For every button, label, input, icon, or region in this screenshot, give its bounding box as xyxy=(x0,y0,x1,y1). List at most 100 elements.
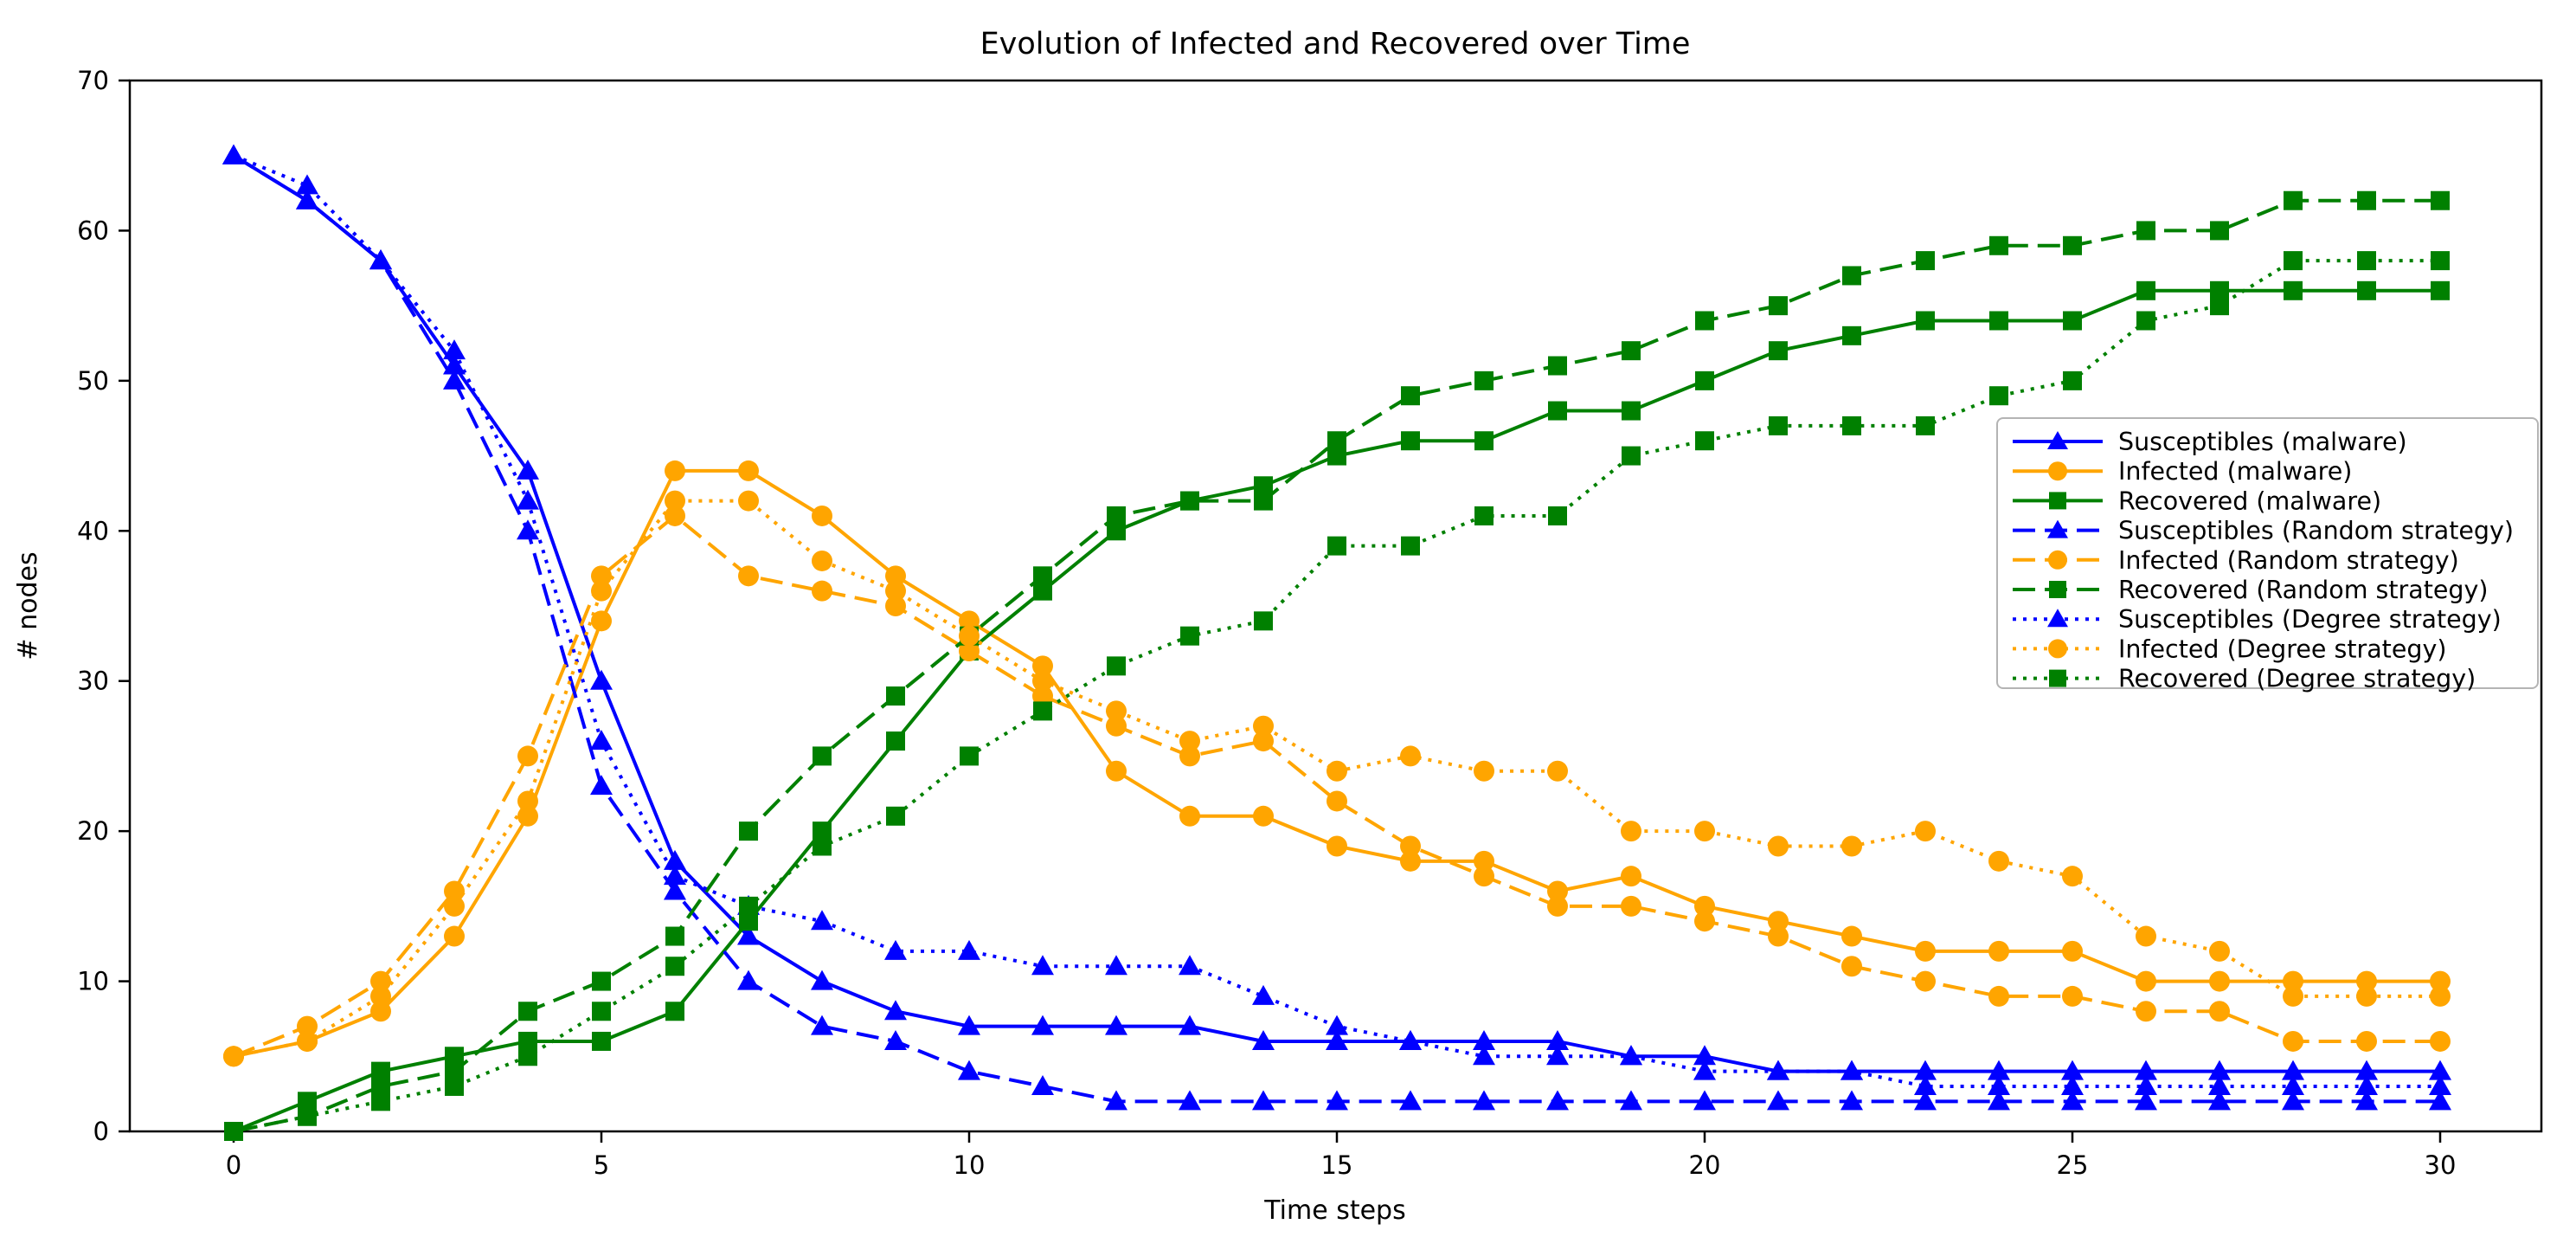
square-marker xyxy=(592,1002,611,1021)
square-marker xyxy=(886,686,905,706)
square-marker xyxy=(224,1122,243,1141)
square-marker xyxy=(739,821,758,841)
triangle-marker xyxy=(1252,1090,1275,1111)
circle-marker xyxy=(2283,985,2303,1007)
square-marker xyxy=(1769,416,1788,435)
triangle-marker xyxy=(2135,1090,2157,1111)
square-marker xyxy=(1769,341,1788,361)
square-marker xyxy=(371,1061,390,1081)
circle-marker xyxy=(591,580,612,602)
y-tick-label: 20 xyxy=(77,816,109,846)
triangle-marker xyxy=(811,970,833,990)
square-marker xyxy=(1695,311,1714,331)
triangle-marker xyxy=(1840,1090,1863,1111)
circle-marker xyxy=(959,641,980,662)
triangle-marker xyxy=(2282,1060,2304,1080)
axis-ticks: 0 5 10 15 20 25 30 0 10 20 30 40 50 60 70 xyxy=(77,66,2456,1180)
circle-marker xyxy=(665,490,685,512)
triangle-marker xyxy=(664,865,686,886)
square-marker xyxy=(1254,491,1273,511)
square-marker xyxy=(2210,280,2229,300)
square-marker xyxy=(960,746,979,766)
triangle-marker xyxy=(2208,1060,2231,1080)
circle-marker xyxy=(959,625,980,647)
square-marker xyxy=(1842,416,1861,435)
y-tick-label: 70 xyxy=(77,66,109,95)
series-infected-malware xyxy=(223,460,2451,1067)
triangle-marker xyxy=(2047,519,2068,538)
triangle-marker xyxy=(1767,1060,1789,1080)
circle-marker xyxy=(2062,985,2083,1007)
square-marker xyxy=(665,926,684,946)
circle-marker xyxy=(738,565,759,587)
triangle-marker xyxy=(2208,1074,2231,1095)
circle-marker xyxy=(370,985,391,1007)
square-marker xyxy=(813,821,832,841)
circle-marker xyxy=(1032,686,1053,707)
y-axis-label: # nodes xyxy=(13,551,43,660)
circle-marker xyxy=(1915,940,1936,962)
legend-item-2: Infected (malware) xyxy=(2013,457,2352,486)
square-marker xyxy=(518,1047,537,1066)
legend-label: Susceptibles (Random strategy) xyxy=(2118,517,2514,545)
triangle-marker xyxy=(2355,1074,2378,1095)
circle-marker xyxy=(2356,1030,2377,1052)
circle-marker xyxy=(1253,715,1274,737)
square-marker xyxy=(1474,506,1494,525)
square-marker xyxy=(1769,296,1788,316)
triangle-marker xyxy=(1473,1029,1495,1050)
circle-marker xyxy=(665,505,685,526)
circle-marker xyxy=(444,880,465,902)
triangle-marker xyxy=(2282,1090,2304,1111)
series-recovered-random-strategy xyxy=(224,190,2450,1141)
triangle-marker xyxy=(2355,1060,2378,1080)
legend: Susceptibles (malware)Infected (malware)… xyxy=(1996,417,2539,693)
square-marker xyxy=(1548,356,1567,376)
legend-item-6: Recovered (Random strategy) xyxy=(2013,576,2489,604)
triangle-marker xyxy=(1031,1015,1054,1035)
circle-marker xyxy=(2136,1001,2156,1022)
circle-marker xyxy=(1400,745,1421,767)
circle-marker xyxy=(1547,760,1568,782)
square-marker xyxy=(2063,311,2082,331)
circle-marker xyxy=(665,460,685,481)
circle-marker xyxy=(738,490,759,512)
square-marker xyxy=(739,912,758,931)
triangle-marker xyxy=(2061,1060,2084,1080)
square-marker xyxy=(1401,386,1420,406)
circle-marker xyxy=(1988,985,2009,1007)
circle-marker xyxy=(2430,985,2451,1007)
circle-marker xyxy=(1547,880,1568,902)
square-marker xyxy=(1327,446,1346,466)
legend-label: Susceptibles (malware) xyxy=(2118,428,2407,456)
triangle-marker xyxy=(1326,1015,1348,1035)
triangle-marker xyxy=(2429,1090,2451,1111)
square-marker xyxy=(1107,506,1126,525)
series-recovered-malware xyxy=(224,280,2450,1141)
triangle-marker xyxy=(443,369,466,390)
triangle-marker xyxy=(1988,1060,2010,1080)
square-marker xyxy=(371,1076,390,1096)
circle-marker xyxy=(1106,760,1127,782)
circle-marker xyxy=(1253,805,1274,827)
square-marker xyxy=(2136,221,2155,241)
triangle-marker xyxy=(811,1015,833,1035)
circle-marker xyxy=(1768,835,1789,857)
circle-marker xyxy=(1474,850,1494,872)
triangle-marker xyxy=(1252,984,1275,1005)
triangle-marker xyxy=(1546,1045,1569,1066)
square-marker xyxy=(1033,701,1052,721)
triangle-marker xyxy=(884,1029,907,1050)
square-marker xyxy=(445,1061,464,1081)
square-marker xyxy=(665,1002,684,1021)
circle-marker xyxy=(1400,835,1421,857)
legend-item-8: Infected (Degree strategy) xyxy=(2013,635,2446,663)
circle-marker xyxy=(591,610,612,632)
legend-label: Infected (Random strategy) xyxy=(2118,546,2459,575)
triangle-marker xyxy=(296,174,318,195)
triangle-marker xyxy=(1179,1015,1201,1035)
triangle-marker xyxy=(1399,1029,1422,1050)
triangle-marker xyxy=(664,879,686,900)
circle-marker xyxy=(1400,850,1421,872)
triangle-marker xyxy=(1326,1090,1348,1111)
